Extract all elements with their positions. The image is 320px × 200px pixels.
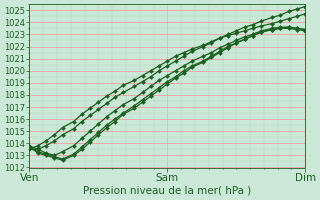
X-axis label: Pression niveau de la mer( hPa ): Pression niveau de la mer( hPa )	[83, 186, 252, 196]
